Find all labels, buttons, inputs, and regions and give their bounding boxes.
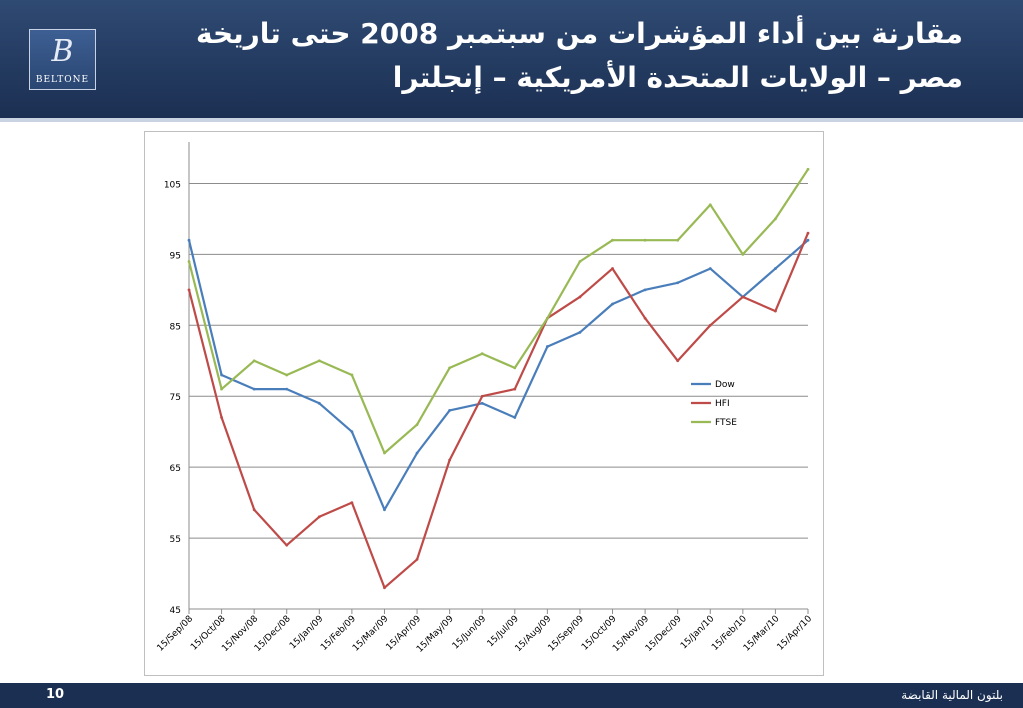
data-point-hfi	[317, 515, 321, 519]
data-point-dow	[285, 387, 289, 391]
series-line-dow	[187, 239, 809, 511]
x-tick-label: 15/Mar/10	[742, 614, 782, 654]
y-tick-label: 65	[170, 464, 181, 474]
company-name: بلتون المالية القابضة	[901, 688, 1003, 702]
data-point-hfi	[220, 416, 223, 419]
data-point-hfi	[480, 394, 484, 398]
data-point-dow	[513, 416, 517, 419]
data-point-hfi	[448, 458, 452, 462]
logo-mark: B	[51, 34, 74, 69]
data-point-dow	[317, 401, 321, 405]
data-point-ftse	[708, 203, 712, 207]
data-point-hfi	[611, 267, 614, 270]
chart-frame: 105 95 85 75 65 55 45 15/Sep/08 15/Oct/08 15/Nov/…	[144, 131, 824, 676]
data-point-ftse	[480, 352, 484, 356]
data-point-dow	[252, 387, 256, 391]
data-point-ftse	[806, 167, 810, 171]
data-point-hfi	[187, 288, 191, 292]
data-point-ftse	[415, 423, 419, 426]
data-point-ftse	[448, 366, 452, 370]
x-tick-label: 15/Mar/09	[351, 614, 391, 654]
data-point-dow	[578, 331, 582, 334]
x-tick-label: 15/Jun/09	[451, 614, 489, 652]
slide-title: مقارنة بين أداء المؤشرات من سبتمبر 2008 …	[143, 12, 963, 100]
data-point-ftse	[741, 252, 745, 256]
x-tick-label: 15/Sep/09	[547, 614, 587, 654]
data-point-hfi	[350, 501, 354, 505]
y-tick-label: 105	[164, 180, 181, 190]
series-line-hfi	[187, 232, 810, 589]
data-point-dow	[383, 508, 386, 512]
y-tick-label: 75	[170, 393, 181, 403]
data-point-dow	[448, 409, 452, 412]
data-point-hfi	[513, 387, 517, 391]
legend-label-ftse: FTSE	[715, 418, 737, 428]
y-tick-label: 85	[170, 322, 181, 332]
x-tick-label: 15/Sep/08	[156, 614, 196, 654]
data-point-ftse	[187, 260, 191, 263]
data-point-hfi	[285, 543, 289, 547]
data-point-hfi	[415, 557, 419, 561]
legend-label-dow: Dow	[715, 380, 735, 390]
data-point-ftse	[317, 359, 321, 363]
data-point-dow	[611, 302, 614, 306]
data-point-ftse	[643, 238, 647, 242]
line-chart: 10595857565554515/Sep/0815/Oct/0815/Nov/…	[156, 142, 815, 655]
data-point-hfi	[774, 309, 777, 313]
x-tick-label: 15/Apr/10	[776, 614, 815, 653]
data-point-hfi	[806, 231, 810, 235]
data-point-hfi	[741, 295, 745, 299]
data-point-dow	[806, 238, 810, 242]
data-point-dow	[415, 451, 419, 455]
title-line-1: مقارنة بين أداء المؤشرات من سبتمبر 2008 …	[196, 17, 963, 50]
data-point-dow	[676, 281, 680, 285]
data-point-dow	[643, 288, 647, 292]
data-point-ftse	[774, 217, 777, 221]
legend-label-hfi: HFI	[715, 399, 730, 409]
data-point-hfi	[578, 295, 582, 299]
y-tick-label: 55	[170, 535, 181, 545]
data-point-ftse	[350, 373, 354, 377]
data-point-ftse	[252, 359, 256, 363]
data-point-ftse	[611, 238, 614, 242]
footer-bar: 10 بلتون المالية القابضة	[0, 683, 1023, 708]
data-point-ftse	[545, 316, 549, 320]
logo-text: BELTONE	[35, 75, 90, 85]
title-line-2: مصر – الولايات المتحدة الأمريكية – إنجلت…	[392, 61, 963, 94]
data-point-ftse	[676, 238, 680, 242]
data-point-hfi	[252, 508, 256, 512]
data-point-ftse	[383, 451, 386, 455]
data-point-hfi	[676, 359, 680, 363]
data-point-dow	[220, 373, 223, 377]
header-bar	[0, 0, 1023, 118]
series-line-ftse	[187, 168, 809, 455]
beltone-logo: B BELTONE	[29, 29, 96, 90]
header-divider	[0, 118, 1023, 122]
data-point-dow	[187, 238, 191, 242]
data-point-ftse	[513, 366, 517, 370]
data-point-hfi	[708, 323, 712, 327]
page-number: 10	[46, 687, 65, 702]
data-point-ftse	[578, 260, 582, 263]
data-point-hfi	[383, 586, 386, 590]
y-tick-label: 95	[170, 251, 181, 261]
data-point-dow	[545, 345, 549, 348]
data-point-dow	[480, 401, 484, 405]
data-point-dow	[774, 267, 777, 270]
data-point-ftse	[220, 387, 223, 391]
data-point-dow	[350, 430, 354, 434]
data-point-hfi	[643, 316, 647, 320]
data-point-ftse	[285, 373, 289, 377]
y-tick-label: 45	[170, 606, 181, 616]
data-point-dow	[708, 267, 712, 270]
